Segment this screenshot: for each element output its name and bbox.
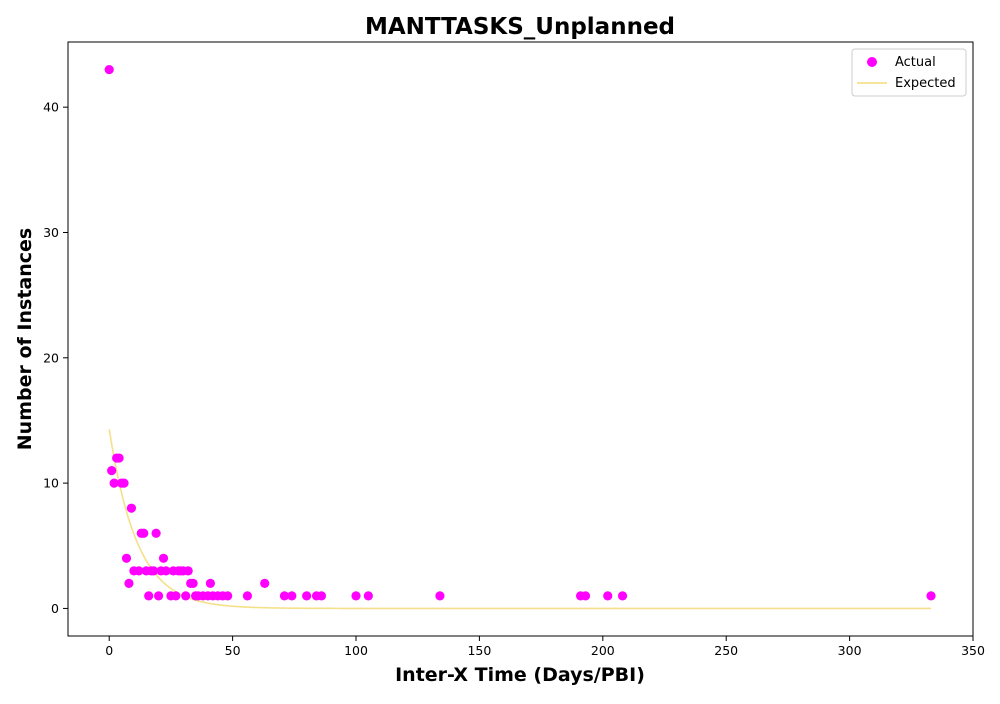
legend-label-expected: Expected [895, 76, 956, 91]
data-point [124, 578, 134, 588]
x-axis-label: Inter-X Time (Days/PBI) [395, 664, 645, 686]
data-point [188, 578, 198, 588]
y-axis-label: Number of Instances [14, 228, 36, 450]
data-point [205, 578, 215, 588]
x-tick-label: 200 [591, 643, 615, 658]
legend: Actual Expected [851, 48, 967, 97]
data-point [158, 553, 169, 563]
data-point [363, 591, 373, 601]
x-tick-label: 250 [714, 643, 738, 658]
legend-marker-actual [867, 57, 877, 67]
x-tick-label: 0 [105, 643, 113, 658]
data-point [134, 566, 144, 576]
axes: 0 50 100 150 200 250 300 350 0 10 20 30 40 [43, 41, 985, 658]
data-point [580, 591, 591, 601]
data-point [260, 578, 270, 588]
x-tick-label: 300 [838, 643, 862, 658]
data-point [151, 528, 161, 538]
x-tick-label: 150 [467, 643, 491, 658]
data-point [149, 566, 159, 576]
data-point [114, 453, 124, 463]
legend-label-actual: Actual [895, 55, 936, 70]
legend-frame [851, 48, 967, 97]
data-point [153, 591, 164, 601]
data-point [183, 566, 193, 576]
y-tick-label: 10 [43, 476, 59, 491]
data-point [926, 591, 936, 601]
data-point [287, 591, 297, 601]
data-point [139, 528, 149, 538]
y-tick-label: 0 [51, 601, 59, 616]
data-point [603, 591, 613, 601]
data-point [181, 591, 191, 601]
data-point [119, 478, 129, 488]
data-point [126, 503, 137, 513]
data-point [351, 591, 361, 601]
data-point [279, 591, 290, 601]
chart-title: MANTTASKS_Unplanned [365, 14, 675, 40]
data-point [242, 591, 253, 601]
x-tick-label: 350 [961, 643, 985, 658]
data-point [223, 591, 233, 601]
plot-area [104, 64, 936, 610]
axes-frame [67, 41, 974, 637]
data-point [109, 478, 119, 488]
y-tick-label: 20 [43, 350, 59, 365]
expected-curve [108, 429, 932, 610]
y-tick-label: 40 [43, 100, 59, 115]
data-point [144, 591, 154, 601]
data-point [617, 591, 628, 601]
x-tick-label: 50 [225, 643, 241, 658]
data-point [161, 566, 171, 576]
y-tick-label: 30 [43, 225, 59, 240]
data-point [171, 591, 181, 601]
data-point [107, 465, 117, 476]
data-point [121, 553, 132, 563]
data-point [302, 591, 312, 601]
data-point [316, 591, 327, 601]
data-point [104, 64, 114, 75]
x-tick-label: 100 [344, 643, 368, 658]
data-point [435, 591, 445, 601]
